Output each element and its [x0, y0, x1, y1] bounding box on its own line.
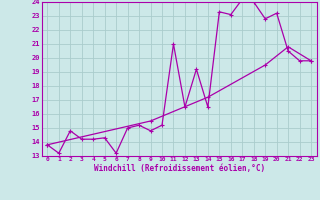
X-axis label: Windchill (Refroidissement éolien,°C): Windchill (Refroidissement éolien,°C)	[94, 164, 265, 173]
